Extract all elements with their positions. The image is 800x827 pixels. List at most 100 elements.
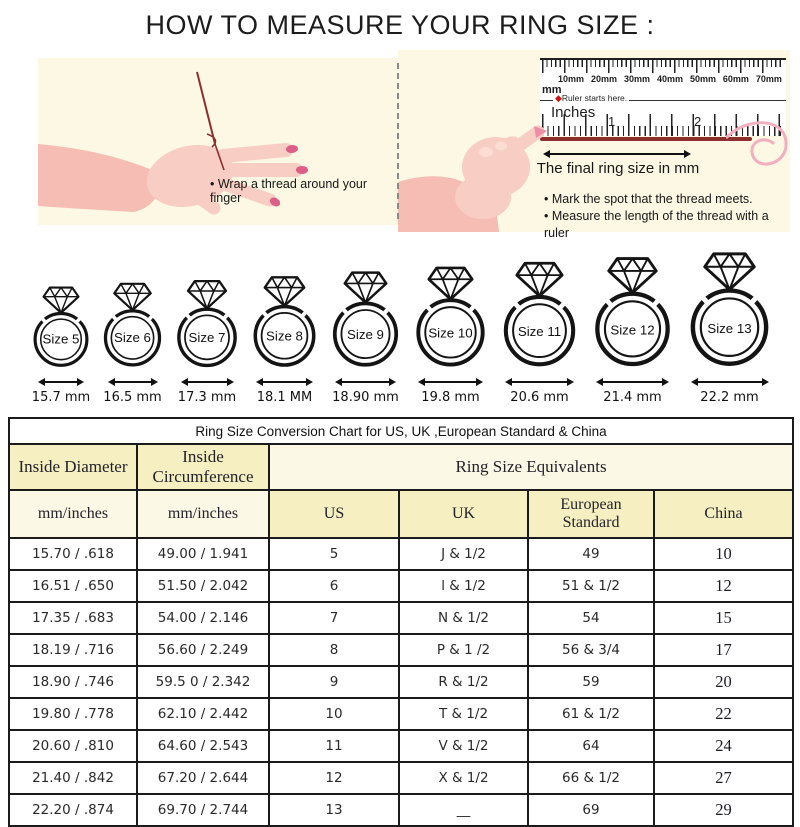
- cell-inside-diameter: 21.40 / .842: [8, 761, 138, 795]
- ring-item: Size 9 18.90 mm: [324, 266, 407, 405]
- band-gap: [146, 312, 156, 323]
- table-title: Ring Size Conversion Chart for US, UK ,E…: [7, 417, 795, 445]
- ring-item: Size 6 16.5 mm: [96, 278, 169, 405]
- band-outer: [416, 298, 485, 367]
- fingernail: [286, 144, 298, 154]
- ring-size-label: Size 12: [610, 323, 654, 338]
- thread-line: [196, 71, 216, 145]
- header-china: China: [652, 489, 795, 539]
- table-row: 19.80 / .778 62.10 / 2.442 10 T & 1/2 61…: [8, 697, 795, 731]
- thumb-shape: [181, 183, 221, 215]
- band-gap: [221, 310, 232, 321]
- diamond-ring-icon: Size 9: [332, 271, 399, 367]
- band-gap: [602, 295, 615, 309]
- diamond-outline: [343, 271, 388, 304]
- diamond-outline: [263, 275, 306, 307]
- cell-eu-size: 49: [527, 537, 655, 571]
- ring-size-label: Size 9: [347, 327, 384, 342]
- cell-uk-size: R & 1/2: [398, 665, 529, 699]
- diameter-arrow: [690, 377, 769, 387]
- ring-item: Size 12 21.4 mm: [585, 251, 680, 405]
- band-gap: [466, 301, 479, 314]
- ring-size-gallery: Size 5 15.7 mm Size 6 16.5 mm: [0, 246, 800, 405]
- fingernail: [296, 166, 308, 174]
- band-inner: [184, 313, 230, 360]
- step-instruction: • Measure the length of the thread with …: [544, 209, 769, 240]
- band-gap: [748, 292, 762, 307]
- ruler-mm-label: 60mm: [722, 74, 749, 84]
- band-gap: [109, 312, 119, 323]
- cell-eu-size: 51 & 1/2: [527, 569, 655, 603]
- table-row: 17.35 / .683 54.00 / 2.146 7 N & 1/2 54 …: [8, 601, 795, 635]
- band-gap: [182, 310, 193, 321]
- cell-eu-size: 66 & 1/2: [527, 761, 655, 795]
- ring-size-label: Size 6: [114, 330, 151, 345]
- band-gap: [381, 304, 393, 317]
- cell-inside-diameter: 17.35 / .683: [8, 601, 138, 635]
- ring-finger: [217, 177, 277, 207]
- thread-curl-illustration: [726, 121, 788, 166]
- table-subheader-row: mm/inches mm/inches US UK European Stand…: [8, 489, 795, 539]
- cell-inside-circumference: 64.60 / 2.543: [136, 729, 270, 763]
- index-finger: [503, 125, 545, 159]
- ruler-mm-label: 40mm: [656, 74, 683, 84]
- cell-uk-size: l & 1/2: [398, 569, 529, 603]
- diamond-outline: [42, 286, 80, 314]
- ring-size-guide-page: { "page_title": "HOW TO MEASURE YOUR RIN…: [0, 10, 800, 827]
- ring-size-label: Size 7: [189, 329, 226, 344]
- cell-uk-size: J & 1/2: [398, 537, 529, 571]
- cell-inside-diameter: 18.90 / .746: [8, 665, 138, 699]
- ruler-mm-label: 30mm: [623, 74, 650, 84]
- step-instruction: • Wrap a thread around your finger: [210, 177, 368, 205]
- header-inside-diameter: Inside Diameter: [8, 443, 138, 491]
- cell-china-size: 15: [652, 601, 795, 635]
- cell-us-size: 7: [268, 601, 400, 635]
- ruler-mm-label: 70mm: [755, 74, 782, 84]
- cell-china-size: 29: [652, 793, 795, 827]
- ring-size-label: Size 5: [43, 332, 80, 347]
- table-row: 21.40 / .842 67.20 / 2.644 12 X & 1/2 66…: [8, 761, 795, 795]
- cell-us-size: 10: [268, 697, 400, 731]
- ruler-start-text: Ruler starts here.: [561, 93, 628, 103]
- step-panel-wrap-thread: • Wrap a thread around your finger: [38, 58, 398, 225]
- ring-item: Size 5 15.7 mm: [26, 282, 96, 405]
- final-size-label: The final ring size in mm: [536, 160, 700, 177]
- ring-diameter-label: 15.7 mm: [31, 389, 91, 405]
- cell-inside-circumference: 59.5 0 / 2.342: [136, 665, 270, 699]
- diameter-arrow: [335, 377, 396, 387]
- cell-uk-size: __: [398, 793, 529, 827]
- cell-us-size: 5: [268, 537, 400, 571]
- band-inner: [512, 303, 567, 358]
- index-finger: [216, 143, 293, 163]
- cell-china-size: 17: [652, 633, 795, 667]
- cell-inside-circumference: 51.50 / 2.042: [136, 569, 270, 603]
- cell-us-size: 9: [268, 665, 400, 699]
- arrow-bar: [600, 380, 665, 383]
- ring-item: Size 10 19.8 mm: [407, 261, 494, 405]
- ring-diameter-label: 20.6 mm: [510, 389, 569, 405]
- cell-eu-size: 54: [527, 601, 655, 635]
- band-outer: [595, 291, 670, 367]
- diamond-ring-icon: Size 5: [33, 286, 89, 367]
- cell-eu-size: 64: [527, 729, 655, 763]
- ring-item: Size 13 22.2 mm: [680, 246, 779, 405]
- cell-us-size: 13: [268, 793, 400, 827]
- diamond-outline: [607, 257, 658, 295]
- ring-item: Size 11 20.6 mm: [494, 256, 585, 405]
- ruler-mm-label: 50mm: [689, 74, 716, 84]
- ring-size-label: Size 8: [266, 328, 303, 343]
- table-body: Ring Size Conversion Chart for US, UK ,E…: [7, 417, 795, 827]
- cell-us-size: 11: [268, 729, 400, 763]
- diamond-ring-icon: Size 10: [416, 266, 485, 367]
- ring-size-label: Size 11: [518, 324, 561, 339]
- band-gap: [697, 292, 711, 307]
- fingernail: [534, 126, 547, 138]
- diamond-outline: [113, 282, 152, 312]
- band-gap: [38, 314, 48, 325]
- page-title: HOW TO MEASURE YOUR RING SIZE :: [145, 10, 655, 40]
- ring-diameter-label: 18.1 MM: [256, 389, 313, 405]
- thread-knot: [206, 133, 217, 148]
- diamond-ring-icon: Size 8: [253, 275, 316, 367]
- cell-inside-diameter: 19.80 / .778: [8, 697, 138, 731]
- cell-inside-circumference: 67.20 / 2.644: [136, 761, 270, 795]
